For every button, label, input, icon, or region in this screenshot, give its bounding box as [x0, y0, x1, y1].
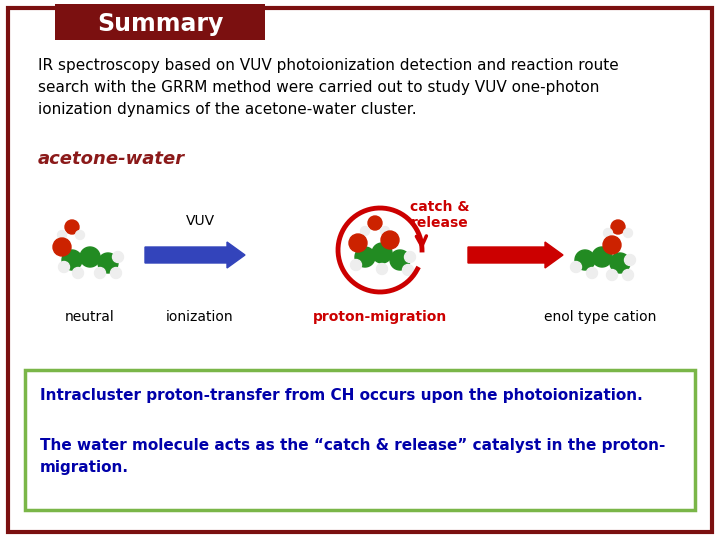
- Text: Summary: Summary: [96, 12, 223, 36]
- Circle shape: [372, 243, 392, 263]
- Circle shape: [587, 267, 598, 279]
- Circle shape: [65, 220, 79, 234]
- Circle shape: [58, 231, 66, 240]
- Circle shape: [58, 261, 70, 273]
- Circle shape: [349, 234, 367, 252]
- Text: proton-migration: proton-migration: [313, 310, 447, 324]
- Circle shape: [610, 253, 630, 273]
- Text: ionization: ionization: [166, 310, 234, 324]
- Circle shape: [355, 247, 375, 267]
- Circle shape: [380, 226, 390, 235]
- Circle shape: [603, 236, 621, 254]
- Circle shape: [377, 264, 387, 274]
- Text: The water molecule acts as the “catch & release” catalyst in the proton-
migrati: The water molecule acts as the “catch & …: [40, 438, 665, 475]
- Text: Intracluster proton-transfer from CH occurs upon the photoionization.: Intracluster proton-transfer from CH occ…: [40, 388, 643, 403]
- Text: VUV: VUV: [186, 214, 215, 228]
- Text: enol type cation: enol type cation: [544, 310, 656, 324]
- Circle shape: [606, 269, 618, 280]
- Circle shape: [368, 216, 382, 230]
- FancyArrow shape: [145, 242, 245, 268]
- Circle shape: [390, 250, 410, 270]
- Circle shape: [112, 252, 124, 262]
- Circle shape: [624, 254, 636, 266]
- Circle shape: [611, 220, 625, 234]
- Circle shape: [80, 247, 100, 267]
- Circle shape: [570, 261, 582, 273]
- Circle shape: [381, 231, 399, 249]
- Circle shape: [351, 260, 361, 271]
- Text: catch &
release: catch & release: [410, 200, 469, 230]
- Circle shape: [76, 231, 84, 240]
- Circle shape: [53, 238, 71, 256]
- Bar: [25, 370, 695, 510]
- Circle shape: [73, 267, 84, 279]
- Text: neutral: neutral: [65, 310, 115, 324]
- Circle shape: [603, 228, 613, 238]
- Circle shape: [110, 267, 122, 279]
- Circle shape: [592, 247, 612, 267]
- Circle shape: [62, 250, 82, 270]
- Circle shape: [361, 226, 369, 235]
- Circle shape: [575, 250, 595, 270]
- Circle shape: [94, 267, 106, 279]
- Circle shape: [402, 265, 413, 275]
- Circle shape: [624, 228, 632, 238]
- Bar: [55, 4, 265, 40]
- FancyArrow shape: [468, 242, 563, 268]
- Circle shape: [405, 252, 415, 262]
- Circle shape: [623, 269, 634, 280]
- Text: IR spectroscopy based on VUV photoionization detection and reaction route
search: IR spectroscopy based on VUV photoioniza…: [38, 58, 618, 117]
- Circle shape: [98, 253, 118, 273]
- Text: acetone-water: acetone-water: [38, 150, 185, 168]
